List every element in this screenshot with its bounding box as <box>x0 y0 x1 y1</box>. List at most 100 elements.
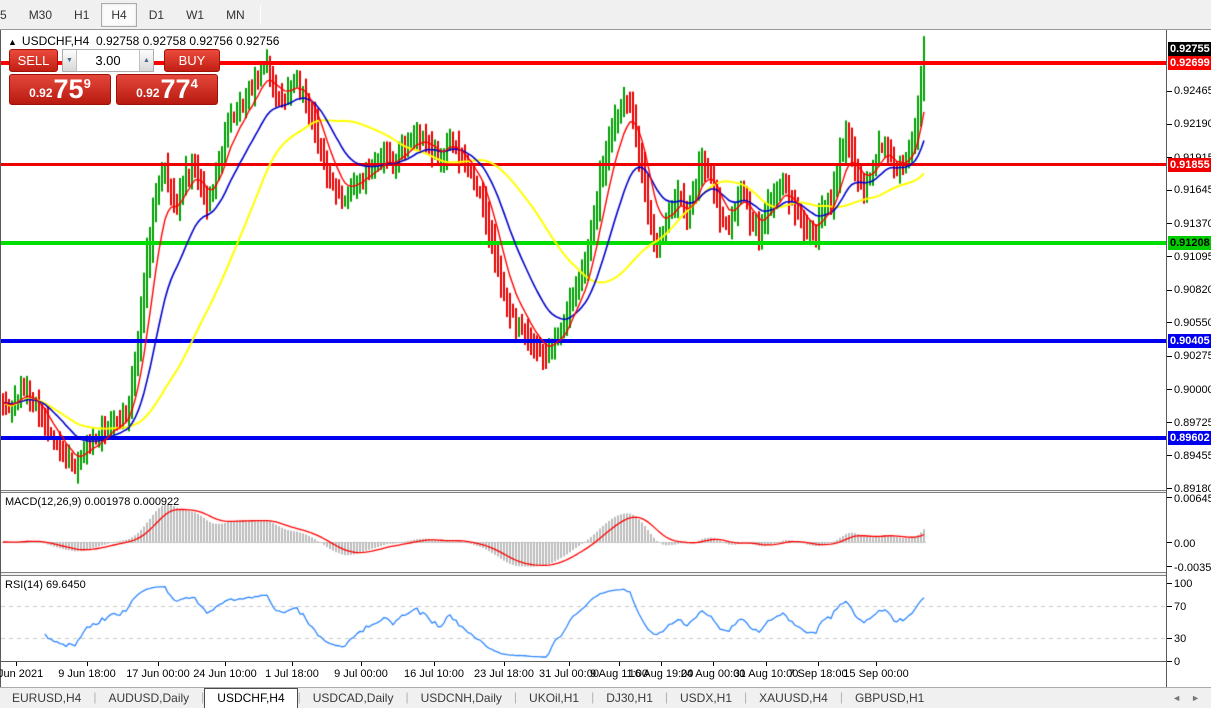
time-tick-label: 31 Aug 10:00 <box>733 668 799 680</box>
chart-tab-gbpusd[interactable]: GBPUSD,H1 <box>854 691 925 705</box>
time-tick-mark <box>225 662 226 666</box>
price-tick-label: 0.92190 <box>1174 118 1211 131</box>
chart-tab-eurusd[interactable]: EURUSD,H4 <box>12 691 82 705</box>
macd-axis-label: 0.006451 <box>1174 493 1211 506</box>
tab-nav: ◄ ► <box>1167 688 1211 708</box>
buy-price-prefix: 0.92 <box>136 86 160 100</box>
collapse-chart-icon[interactable]: ▲ <box>8 37 17 47</box>
time-tick-label: 24 Aug 00:00 <box>680 668 746 680</box>
tab-separator: | <box>591 690 595 704</box>
price-chip: 0.91208 <box>1168 236 1211 251</box>
timeframe-button-h1[interactable]: H1 <box>74 7 90 22</box>
time-tick-label: 15 Sep 00:00 <box>843 668 909 680</box>
time-tick-mark <box>619 662 620 666</box>
price-tick-label: 0.90550 <box>1174 316 1211 329</box>
timeframe-button-w1[interactable]: W1 <box>186 7 205 22</box>
chart-tab-dj30[interactable]: DJ30,H1 <box>606 691 653 705</box>
chart-tab-usdcnh[interactable]: USDCNH,Daily <box>420 691 502 705</box>
timeframe-toolbar: 5 M30 H1 H4 D1 W1 MN <box>0 0 1211 30</box>
price-tick-mark <box>1167 389 1172 391</box>
chart-header: ▲ USDCHF,H4 0.92758 0.92758 0.92756 0.927… <box>8 34 279 48</box>
tab-separator: | <box>839 690 843 704</box>
chart-window: ▲ USDCHF,H4 0.92758 0.92758 0.92756 0.927… <box>0 30 1211 687</box>
price-tick-label: 0.90820 <box>1174 284 1211 297</box>
time-tick-label: 2 Jun 2021 <box>0 668 44 680</box>
price-tick-label: 0.92465 <box>1174 85 1211 98</box>
rsi-axis-label: 0 <box>1174 656 1181 668</box>
panel-splitter[interactable] <box>1 490 1166 493</box>
buy-price-big: 77 <box>160 74 191 104</box>
price-tick-label: 0.89455 <box>1174 449 1211 462</box>
price-tick-label: 0.90000 <box>1174 383 1211 396</box>
tabs-scroll-right-icon[interactable]: ► <box>1191 693 1200 703</box>
tab-separator: | <box>93 690 97 704</box>
chart-tab-ukoil[interactable]: UKOil,H1 <box>529 691 580 705</box>
time-tick-label: 16 Aug 19:00 <box>628 668 694 680</box>
time-tick-label: 31 Jul 00:00 <box>539 668 599 680</box>
volume-up-icon[interactable]: ▲ <box>139 50 153 71</box>
volume-input[interactable] <box>77 50 139 71</box>
chart-tab-usdx[interactable]: USDX,H1 <box>680 691 733 705</box>
rsi-tick-mark <box>1167 661 1172 662</box>
time-tick-mark <box>158 662 159 666</box>
macd-label: MACD(12,26,9) 0.001978 0.000922 <box>5 496 180 508</box>
tab-separator: | <box>664 690 668 704</box>
price-chip: 0.89602 <box>1168 430 1211 445</box>
price-tick-mark <box>1167 455 1172 456</box>
tabs-scroll-left-icon[interactable]: ◄ <box>1172 693 1182 703</box>
price-tick-mark <box>1167 123 1172 125</box>
trade-panel-row: SELL ▼ ▲ BUY <box>9 49 220 72</box>
volume-down-icon[interactable]: ▼ <box>63 50 77 71</box>
time-tick-label: 16 Jul 10:00 <box>404 668 464 680</box>
timeframe-button-5[interactable]: 5 <box>0 7 7 22</box>
macd-axis-label: 0.00 <box>1174 538 1196 550</box>
sell-price-tile[interactable]: 0.92 75 9 <box>9 74 111 105</box>
time-tick-label: 7 Sep 18:00 <box>788 668 848 680</box>
chart-tab-bar: EURUSD,H4 | AUDUSD,Daily | USDCHF,H4 | USDCAD,… <box>0 687 1211 708</box>
buy-price-tile[interactable]: 0.92 77 4 <box>116 74 218 105</box>
macd-canvas[interactable] <box>1 493 1166 572</box>
timeframe-button-d1[interactable]: D1 <box>148 7 165 22</box>
price-chip: 0.92755 <box>1168 41 1211 56</box>
rsi-canvas[interactable] <box>1 576 1166 661</box>
price-tick-label: 0.91370 <box>1174 217 1211 230</box>
buy-price-pip: 4 <box>190 76 198 91</box>
chart-tab-usdcad[interactable]: USDCAD,Daily <box>312 691 394 705</box>
chart-tab-audusd[interactable]: AUDUSD,Daily <box>108 691 190 705</box>
time-tick-label: 23 Jul 18:00 <box>474 668 534 680</box>
price-tick-label: 0.91095 <box>1174 250 1211 263</box>
timeframe-button-mn[interactable]: MN <box>226 7 245 22</box>
time-tick-mark <box>504 662 505 666</box>
timeframe-button-h4[interactable]: H4 <box>101 2 137 27</box>
tab-separator: | <box>405 690 409 704</box>
timeframe-button-m30[interactable]: M30 <box>28 7 53 22</box>
time-tick-mark <box>876 662 877 666</box>
panel-splitter[interactable] <box>1 572 1166 576</box>
rsi-indicator-panel: RSI(14) 69.6450 <box>1 576 1166 661</box>
buy-button[interactable]: BUY <box>164 49 220 72</box>
price-tick-mark <box>1167 157 1172 159</box>
plot-stack: ▲ USDCHF,H4 0.92758 0.92758 0.92756 0.927… <box>0 30 1167 687</box>
sell-price-prefix: 0.92 <box>29 86 53 100</box>
time-tick-label: 17 Jun 00:00 <box>126 668 190 680</box>
price-tick-mark <box>1167 355 1172 357</box>
price-tick-mark <box>1167 223 1172 225</box>
chart-symbol-title: USDCHF,H4 <box>21 34 90 48</box>
rsi-axis-label: 100 <box>1174 578 1193 590</box>
toolbar-separator <box>259 4 261 25</box>
time-tick-label: 9 Aug 11:00 <box>590 668 648 680</box>
sell-price-pip: 9 <box>83 76 91 91</box>
time-tick-mark <box>661 662 662 666</box>
rsi-axis-label: 70 <box>1174 601 1187 614</box>
time-tick-mark <box>87 662 88 666</box>
tab-separator: | <box>297 690 301 704</box>
sell-button[interactable]: SELL <box>9 49 58 72</box>
price-chip: 0.91855 <box>1168 157 1211 172</box>
tab-separator: | <box>513 690 518 704</box>
chart-tab-xauusd[interactable]: XAUUSD,H4 <box>759 691 828 705</box>
rsi-tick-mark <box>1167 583 1172 584</box>
volume-spinner: ▼ ▲ <box>62 49 154 72</box>
chart-tab-usdchf[interactable]: USDCHF,H4 <box>204 688 298 708</box>
